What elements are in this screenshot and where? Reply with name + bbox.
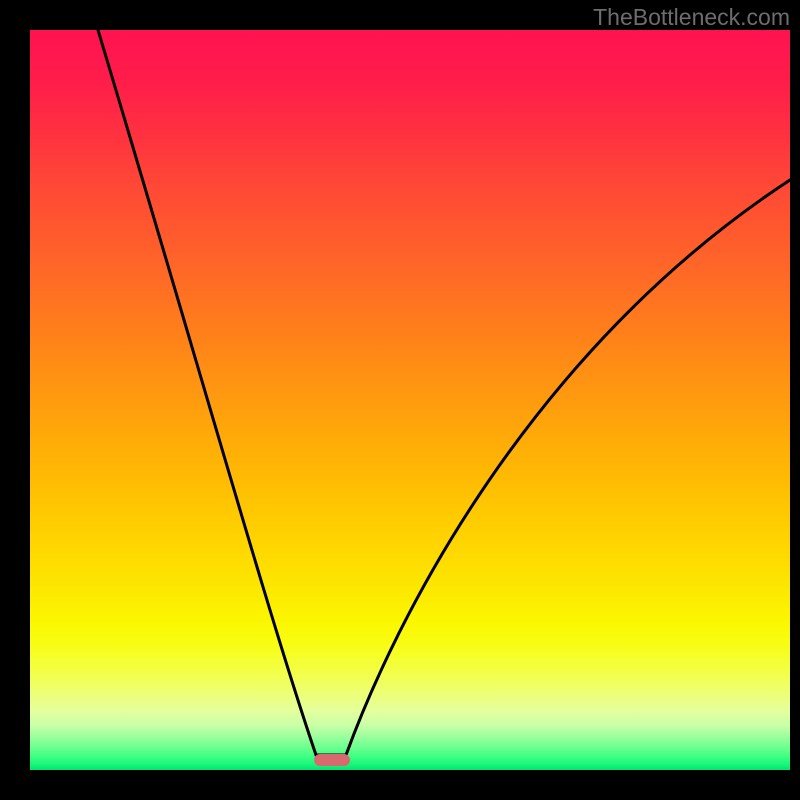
- v-curve: [98, 30, 790, 755]
- chart-container: TheBottleneck.com: [0, 0, 800, 800]
- curve-layer: [0, 0, 800, 800]
- watermark-text: TheBottleneck.com: [593, 4, 790, 31]
- dip-marker: [314, 754, 350, 766]
